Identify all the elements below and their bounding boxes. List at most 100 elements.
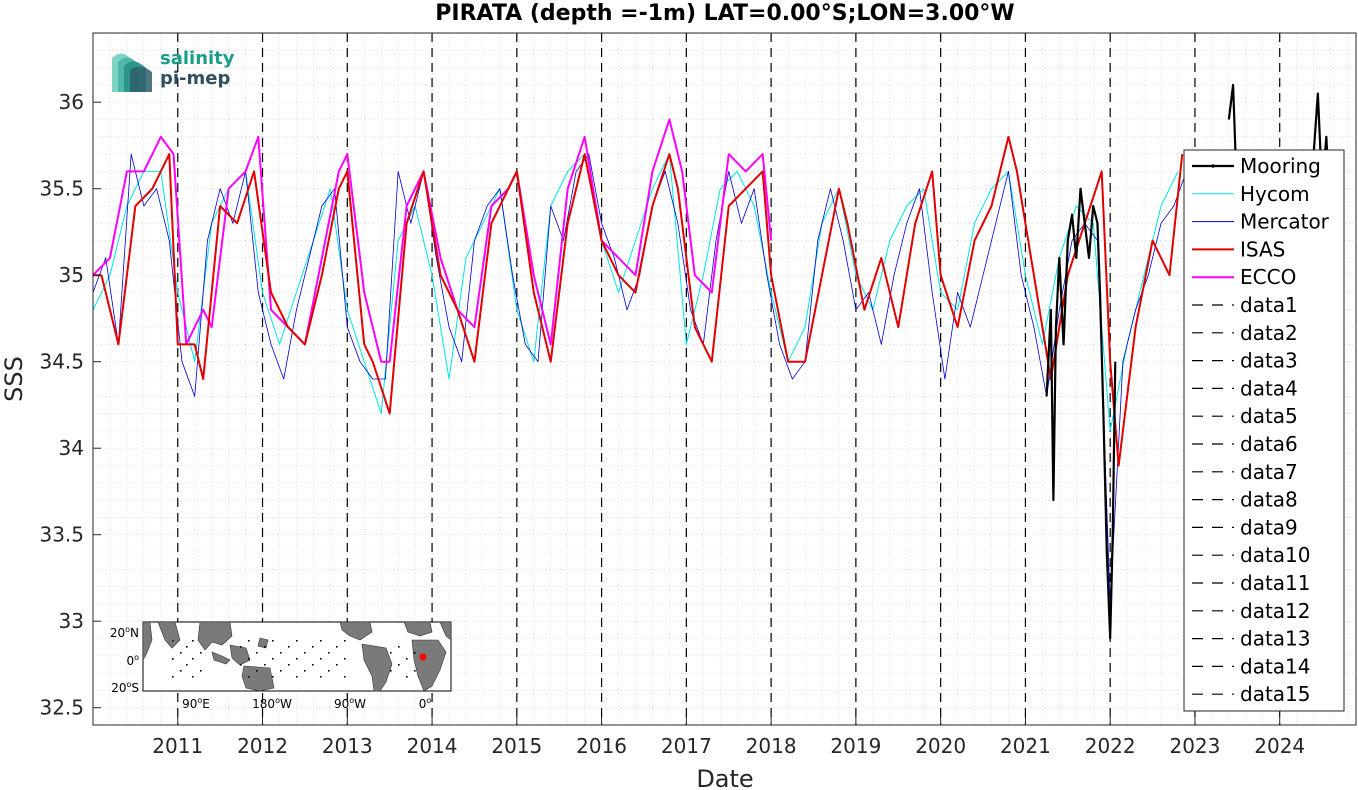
buoy-dot — [328, 670, 330, 672]
legend-item-data3: data3 — [1192, 349, 1298, 373]
buoy-dot — [344, 676, 346, 678]
buoy-dot — [192, 640, 194, 642]
buoy-dot — [272, 676, 274, 678]
legend-item-data8: data8 — [1192, 488, 1298, 512]
legend-label: data4 — [1240, 376, 1298, 400]
buoy-dot — [180, 652, 182, 654]
buoy-dot — [320, 640, 322, 642]
lon-label-0: 0o — [419, 696, 432, 711]
legend-label: data6 — [1240, 432, 1298, 456]
x-tick-label: 2012 — [237, 734, 288, 758]
logo-waves-icon — [112, 53, 152, 92]
inset-map-frame — [142, 621, 452, 692]
y-tick-label: 33.5 — [39, 523, 84, 547]
legend-label: ISAS — [1240, 237, 1285, 261]
plot-frame — [92, 32, 1357, 726]
x-tick-label: 2023 — [1169, 734, 1220, 758]
legend-item-data10: data10 — [1192, 543, 1311, 567]
buoy-dot — [296, 640, 298, 642]
x-tick-label: 2011 — [152, 734, 203, 758]
mooring-location-marker — [419, 653, 427, 661]
buoy-dot — [248, 640, 250, 642]
buoy-dot — [304, 670, 306, 672]
y-tick-label: 36 — [59, 90, 84, 114]
buoy-dot — [296, 658, 298, 660]
legend-label: Mercator — [1240, 210, 1330, 234]
buoy-dot — [248, 658, 250, 660]
y-tick-label: 34.5 — [39, 350, 84, 374]
legend-label: data10 — [1240, 543, 1311, 567]
buoy-dot — [288, 664, 290, 666]
x-tick-label: 2018 — [746, 734, 797, 758]
buoy-dot — [240, 646, 242, 648]
series-layer — [93, 83, 1345, 640]
legend-item-data13: data13 — [1192, 627, 1311, 651]
buoy-dot — [406, 658, 408, 660]
legend-item-data5: data5 — [1192, 404, 1298, 428]
series-isas — [93, 135, 1184, 467]
y-tick-label: 33 — [59, 609, 84, 633]
buoy-dot — [390, 652, 392, 654]
lat-label-20n: 20oN — [110, 625, 139, 640]
x-tick-label: 2017 — [661, 734, 712, 758]
lat-label-20s: 20oS — [111, 680, 139, 695]
buoy-dot — [280, 670, 282, 672]
x-tick-label: 2022 — [1085, 734, 1136, 758]
legend-marker — [1211, 164, 1215, 168]
legend-label: data8 — [1240, 488, 1298, 512]
buoy-dot — [200, 652, 202, 654]
legend-label: data3 — [1240, 349, 1298, 373]
buoy-dot — [186, 646, 188, 648]
legend-label: data5 — [1240, 404, 1298, 428]
buoy-dot — [272, 658, 274, 660]
x-tick-label: 2021 — [1000, 734, 1051, 758]
buoy-dot — [414, 652, 416, 654]
legend-label: ECCO — [1240, 265, 1296, 289]
buoy-dot — [240, 664, 242, 666]
legend-label: Mooring — [1240, 154, 1321, 178]
x-tick-label: 2019 — [830, 734, 881, 758]
buoy-dot — [172, 640, 174, 642]
logo-text-line2: pi-mep — [160, 68, 230, 89]
y-tick-label: 35.5 — [39, 177, 84, 201]
legend-item-data15: data15 — [1192, 682, 1311, 706]
buoy-dot — [398, 646, 400, 648]
legend-item-data1: data1 — [1192, 293, 1298, 317]
salinity-pi-mep-logo: salinity pi-mep — [112, 48, 235, 92]
legend-label: data11 — [1240, 571, 1311, 595]
legend-label: data14 — [1240, 654, 1311, 678]
legend-box — [1183, 149, 1345, 712]
buoy-dot — [398, 664, 400, 666]
legend-item-ecco: ECCO — [1192, 265, 1296, 289]
buoy-dot — [256, 670, 258, 672]
x-tick-label: 2024 — [1254, 734, 1305, 758]
buoy-dot — [256, 652, 258, 654]
buoy-dot — [312, 664, 314, 666]
legend-label: data12 — [1240, 599, 1311, 623]
x-tick-label: 2014 — [407, 734, 458, 758]
buoy-dot — [172, 676, 174, 678]
buoy-dot — [414, 670, 416, 672]
inset-world-map: 20oN 0o 20oS 90oE 180oW 90oW 0o — [110, 621, 452, 711]
x-tick-label: 2015 — [491, 734, 542, 758]
x-tick-label: 2013 — [322, 734, 373, 758]
inset-lat-labels: 20oN 0o 20oS — [110, 625, 139, 695]
lon-label-90w: 90oW — [334, 696, 366, 711]
inset-lon-labels: 90oE 180oW 90oW 0o — [182, 696, 431, 711]
legend-item-mooring: Mooring — [1192, 154, 1321, 178]
y-tick-label: 34 — [59, 436, 84, 460]
inset-map-land — [142, 621, 452, 692]
mooring-array-dots — [172, 640, 416, 678]
lon-label-90e: 90oE — [182, 696, 210, 711]
legend-label: data13 — [1240, 627, 1311, 651]
legend-item-data12: data12 — [1192, 599, 1311, 623]
legend-item-data4: data4 — [1192, 376, 1298, 400]
lon-label-180w: 180oW — [252, 696, 292, 711]
chart-title: PIRATA (depth =-1m) LAT=0.00°S;LON=3.00°… — [435, 1, 1014, 26]
buoy-dot — [336, 664, 338, 666]
x-axis-title: Date — [696, 765, 753, 790]
plot-area — [93, 33, 1356, 725]
buoy-dot — [272, 640, 274, 642]
buoy-dot — [248, 676, 250, 678]
